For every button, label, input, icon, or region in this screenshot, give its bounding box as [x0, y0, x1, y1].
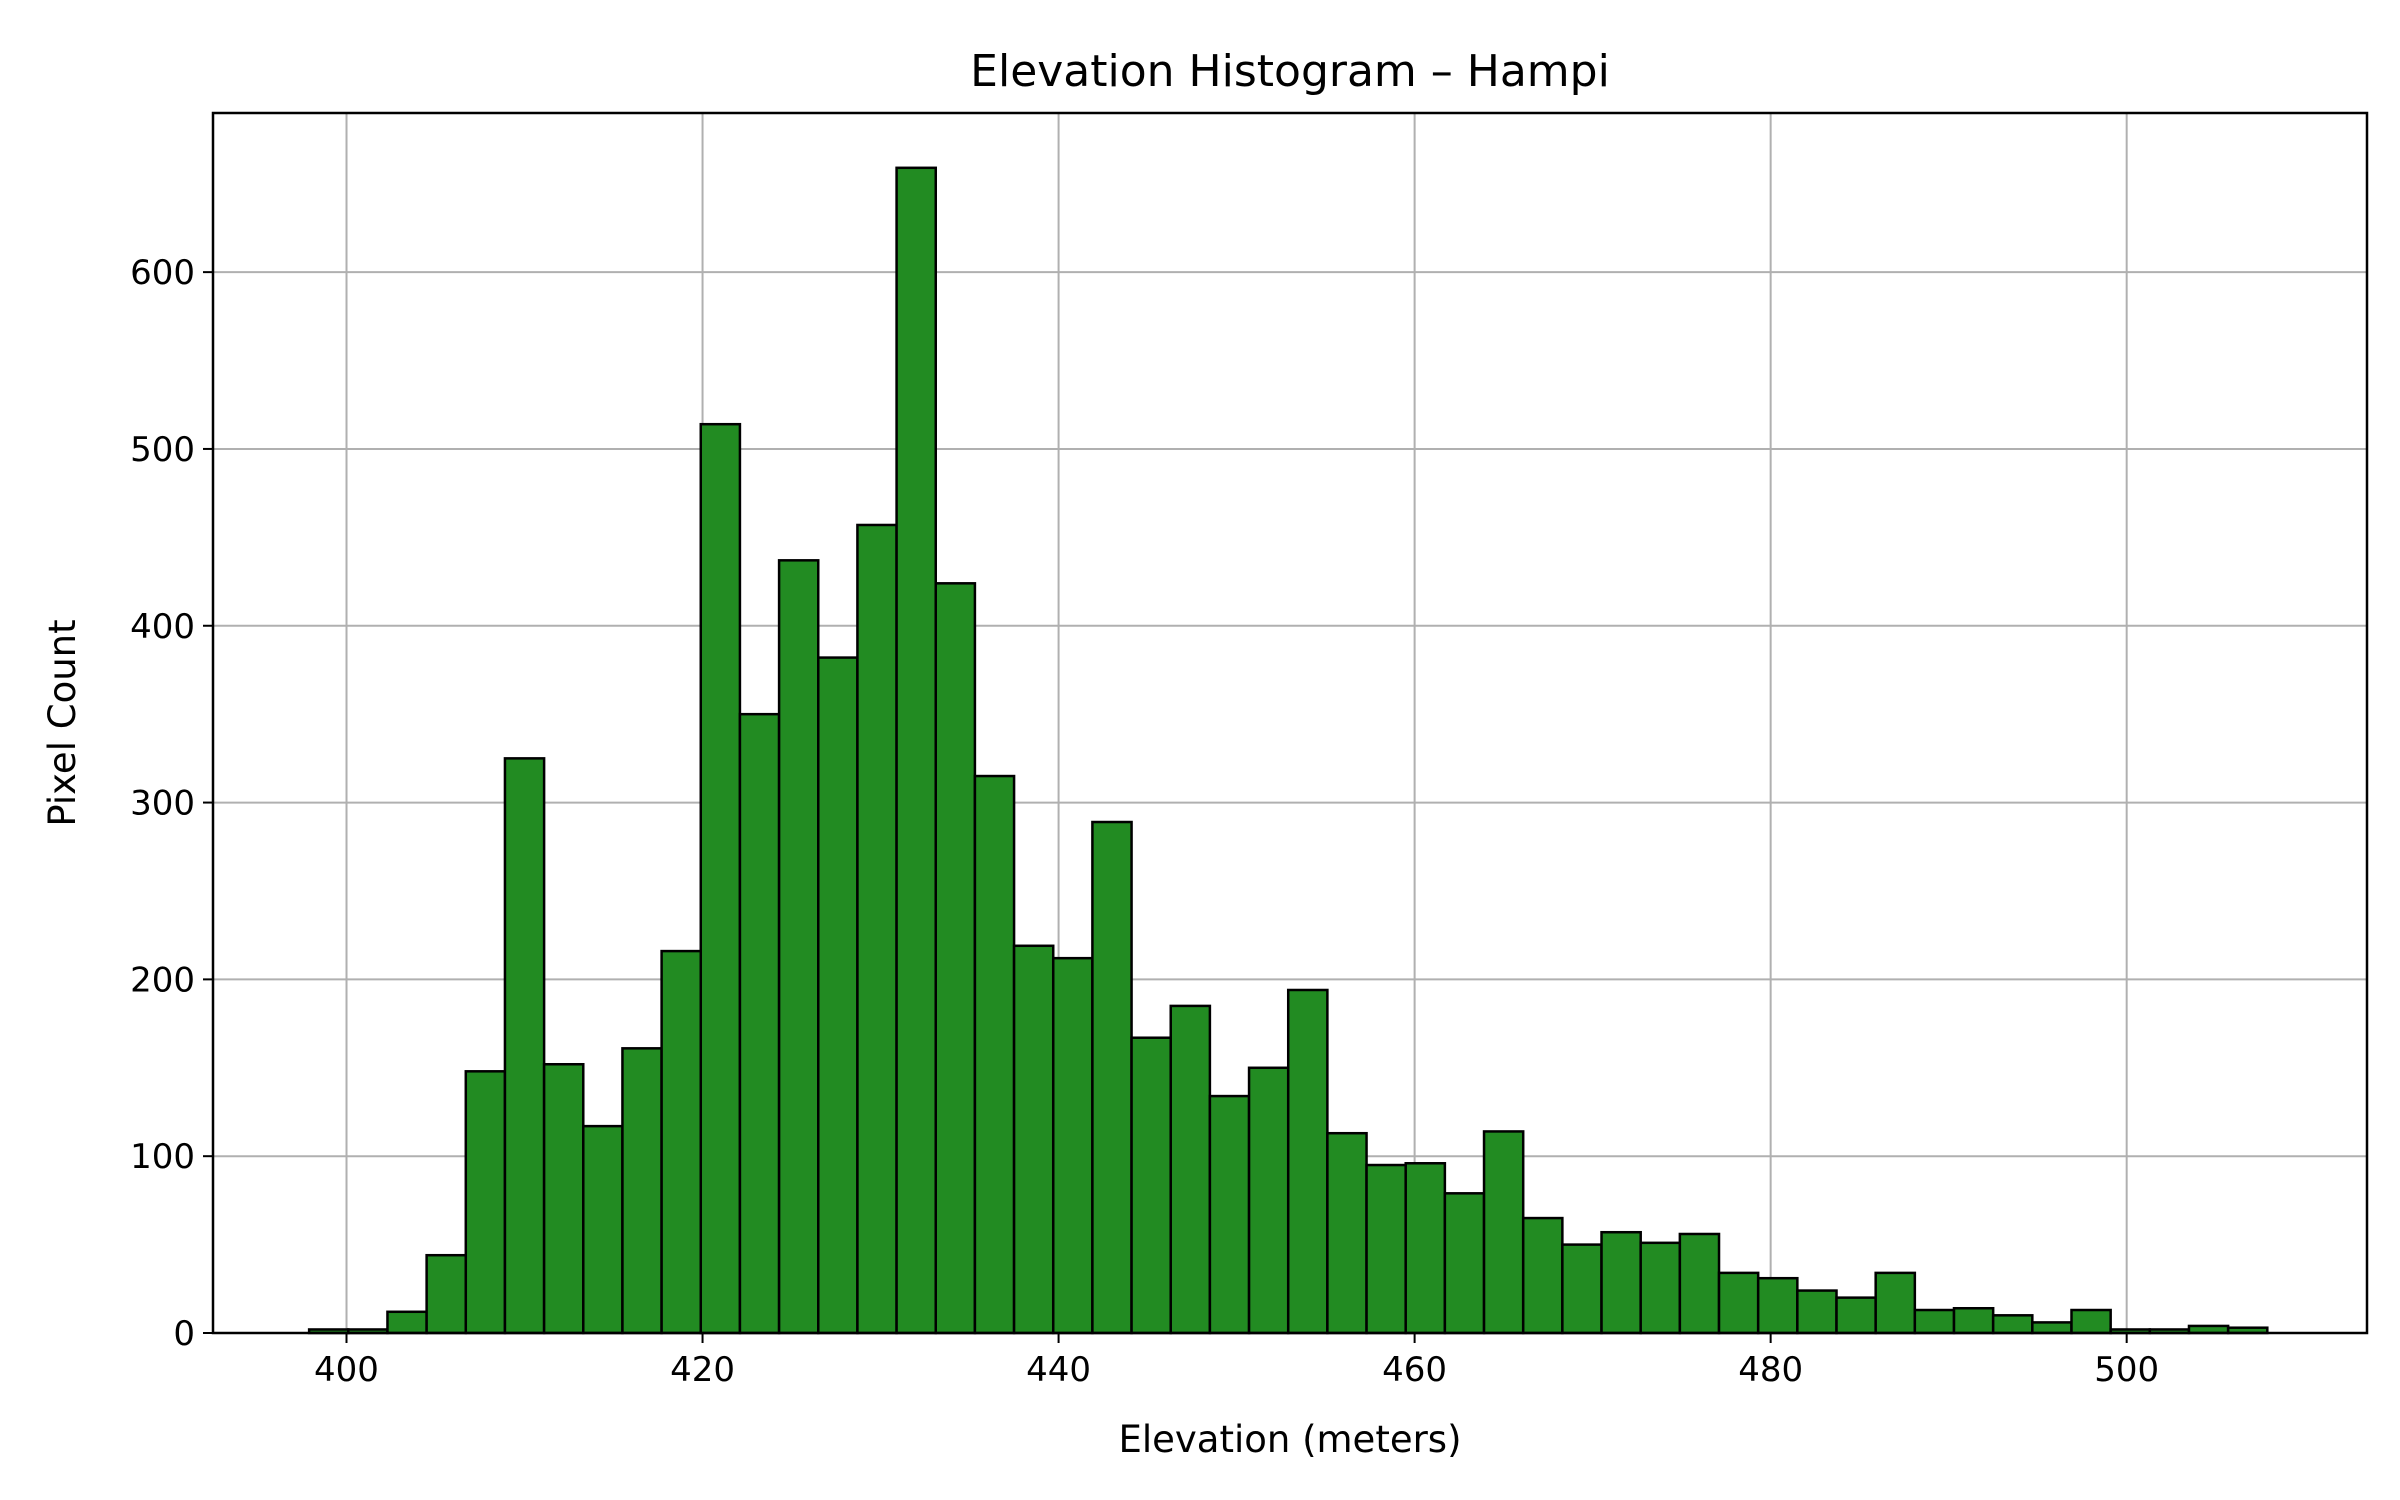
histogram-bar [1482, 1130, 1525, 1335]
chart-title: Elevation Histogram – Hampi [970, 46, 1610, 97]
histogram-bar [1286, 988, 1329, 1335]
histogram-bar [1130, 1036, 1172, 1335]
histogram-bar [1600, 1230, 1642, 1335]
x-tick-label: 400 [314, 1350, 379, 1390]
y-tick-label: 0 [173, 1314, 195, 1354]
histogram-bar [2070, 1308, 2112, 1335]
y-tick-label: 500 [130, 430, 195, 470]
x-tick-label: 500 [2094, 1350, 2159, 1390]
histogram-bar [1091, 820, 1133, 1335]
histogram-bar [621, 1047, 663, 1335]
histogram-bar [1678, 1232, 1721, 1335]
histogram-bar [2031, 1321, 2073, 1335]
histogram-bar [1835, 1296, 1877, 1335]
histogram-bar [1913, 1308, 1956, 1335]
histogram-bar [1169, 1004, 1212, 1335]
histogram-bar [425, 1253, 468, 1335]
histogram-bar [1717, 1271, 1760, 1335]
histogram-bar [660, 949, 703, 1335]
histogram-bar [1874, 1271, 1917, 1335]
histogram-bar [817, 656, 859, 1335]
histogram-bar [934, 582, 977, 1335]
histogram-bar [1443, 1192, 1486, 1335]
histogram-bar [582, 1124, 624, 1335]
histogram-bar [1051, 956, 1094, 1335]
histogram-bar [1639, 1241, 1682, 1335]
histogram-bar [1326, 1131, 1368, 1335]
x-tick-label: 480 [1738, 1350, 1803, 1390]
x-tick-label: 420 [670, 1350, 735, 1390]
histogram-bar [386, 1310, 428, 1335]
y-tick-label: 100 [130, 1137, 195, 1177]
histogram-bar [464, 1070, 507, 1335]
y-tick-label: 400 [130, 607, 195, 647]
histogram-bar [856, 523, 898, 1335]
histogram-bar [973, 774, 1016, 1335]
y-tick-label: 300 [130, 784, 195, 824]
histogram-bar [777, 559, 820, 1335]
histogram-bar [1796, 1289, 1838, 1335]
histogram-bar [1247, 1066, 1290, 1335]
histogram-bar [1561, 1243, 1603, 1335]
histogram-bar [1404, 1162, 1447, 1335]
histogram-bar [699, 422, 742, 1335]
histogram-bar [1208, 1094, 1251, 1335]
histogram-bar [1365, 1163, 1407, 1335]
axes-frame [211, 111, 2369, 1335]
histogram-bar [1952, 1306, 1995, 1335]
x-tick-label: 440 [1026, 1350, 1091, 1390]
x-axis-title: Elevation (meters) [1118, 1418, 1461, 1461]
y-tick-label: 600 [130, 253, 195, 293]
histogram-bar [738, 712, 781, 1335]
grid-lines [213, 113, 2367, 1334]
histogram-bar [542, 1062, 585, 1335]
axis-ticks: 400 420 440 460 480 500 0 100 200 300 400 500 600 [130, 253, 2159, 1390]
histogram-bars [307, 166, 2269, 1335]
x-tick-label: 460 [1382, 1350, 1447, 1390]
histogram-bar [895, 166, 937, 1335]
y-tick-label: 200 [130, 960, 195, 1000]
histogram-bar [1756, 1276, 1799, 1335]
histogram-bar [1012, 944, 1055, 1335]
histogram-bar [1991, 1314, 2034, 1335]
histogram-bar [503, 757, 546, 1335]
y-axis-title: Pixel Count [41, 619, 84, 826]
histogram-bar [1521, 1216, 1564, 1335]
